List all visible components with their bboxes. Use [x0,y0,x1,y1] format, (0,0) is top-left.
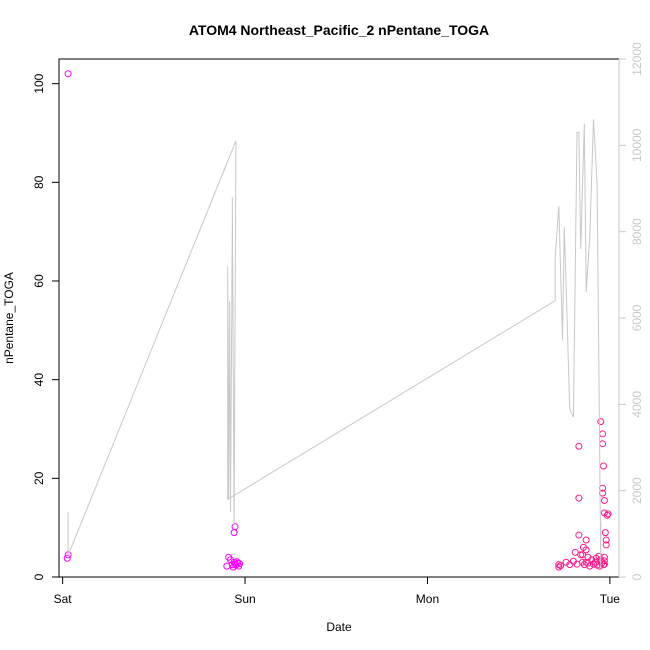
data-point [602,530,608,536]
data-point [583,537,589,543]
y-axis-right: 0 2000 4000 6000 8000 10000 12000 [619,42,644,580]
y2-tick-label: 12000 [630,42,644,76]
y2-tick-label: 4000 [630,391,644,418]
series-line [68,119,601,568]
y-tick-label: 0 [32,573,46,580]
x-tick-label: Tue [600,592,621,606]
data-point [598,419,604,425]
y-tick-label: 20 [32,471,46,485]
x-tick-label: Sun [234,592,255,606]
data-point [64,555,70,561]
chart-title: ATOM4 Northeast_Pacific_2 nPentane_TOGA [189,22,489,38]
y2-tick-label: 2000 [630,477,644,504]
x-tick-label: Mon [416,592,439,606]
x-axis-label: Date [326,620,352,634]
y-axis-left: 0 20 40 60 80 100 [32,73,59,580]
y2-tick-label: 10000 [630,128,644,162]
data-point [600,431,606,437]
series-layer [64,71,611,570]
data-point [576,443,582,449]
data-point [576,495,582,501]
data-point [600,441,606,447]
y-tick-label: 80 [32,175,46,189]
y2-tick-label: 0 [630,573,644,580]
x-axis: Sat Sun Mon Tue [54,577,621,606]
y-tick-label: 60 [32,274,46,288]
plot-frame [59,59,619,577]
data-point [558,563,564,569]
x-tick-label: Sat [54,592,73,606]
data-point [231,530,237,536]
y-axis-label: nPentane_TOGA [2,272,16,364]
y-tick-label: 40 [32,373,46,387]
y2-tick-label: 6000 [630,304,644,331]
data-point [576,532,582,538]
data-point [232,524,238,530]
data-point [600,463,606,469]
y2-tick-label: 8000 [630,218,644,245]
data-point [601,498,607,504]
data-point [65,71,71,77]
y-tick-label: 100 [32,73,46,93]
